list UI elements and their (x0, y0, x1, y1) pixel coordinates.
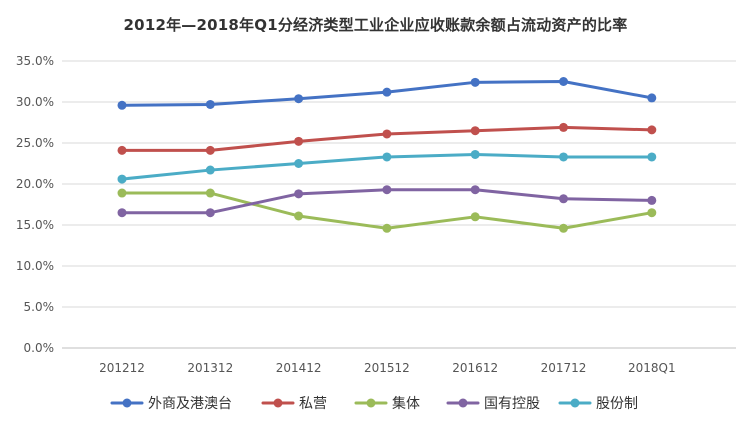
data-point (382, 223, 392, 233)
data-point (117, 208, 127, 218)
y-tick-label: 20.0% (16, 177, 54, 191)
data-point (294, 189, 304, 199)
legend-label: 国有控股 (484, 396, 540, 412)
y-tick-label: 5.0% (24, 300, 55, 314)
legend-marker (366, 398, 376, 408)
legend-label: 外商及港澳台 (148, 396, 232, 412)
data-point (647, 208, 657, 218)
data-point (382, 152, 392, 162)
data-point (647, 125, 657, 135)
y-tick-label: 35.0% (16, 54, 54, 68)
legend-marker (122, 398, 132, 408)
data-point (647, 195, 657, 205)
data-point (205, 145, 215, 155)
data-point (117, 100, 127, 110)
data-point (294, 159, 304, 168)
data-point (559, 77, 568, 86)
data-point (205, 188, 215, 198)
data-point (382, 185, 392, 195)
data-point (294, 211, 304, 221)
x-tick-label: 201412 (276, 361, 322, 375)
data-point (205, 165, 215, 175)
data-point (647, 93, 657, 103)
data-point (117, 145, 127, 155)
y-tick-label: 0.0% (24, 341, 55, 355)
y-tick-label: 10.0% (16, 259, 54, 273)
data-point (559, 122, 568, 132)
legend-label: 私营 (299, 396, 327, 412)
x-tick-label: 201712 (541, 361, 587, 375)
legend-marker (273, 398, 283, 408)
data-point (559, 194, 568, 204)
data-point (470, 126, 480, 136)
data-point (205, 99, 215, 109)
data-point (382, 129, 392, 139)
data-point (205, 208, 215, 218)
chart-title: 2012年—2018年Q1分经济类型工业企业应收账款余额占流动资产的比率 (123, 16, 628, 34)
data-point (470, 77, 480, 87)
data-point (294, 94, 304, 104)
x-tick-label: 201212 (99, 361, 145, 375)
data-point (559, 223, 568, 233)
legend-label: 集体 (392, 395, 420, 412)
y-tick-label: 15.0% (16, 218, 54, 232)
data-point (117, 174, 127, 184)
y-tick-label: 30.0% (16, 95, 54, 109)
x-tick-label: 201512 (364, 361, 410, 375)
data-point (294, 136, 304, 146)
data-point (647, 152, 657, 162)
legend-label: 股份制 (596, 396, 638, 412)
data-point (382, 87, 392, 97)
data-point (117, 188, 127, 198)
y-tick-label: 25.0% (16, 136, 54, 150)
data-point (470, 212, 480, 222)
x-tick-label: 2018Q1 (628, 361, 676, 375)
x-tick-label: 201312 (187, 361, 233, 375)
data-point (470, 149, 480, 159)
legend-marker (458, 398, 468, 408)
data-point (470, 185, 480, 195)
x-tick-label: 201612 (452, 361, 498, 375)
legend-marker (570, 398, 580, 408)
data-point (559, 152, 568, 162)
